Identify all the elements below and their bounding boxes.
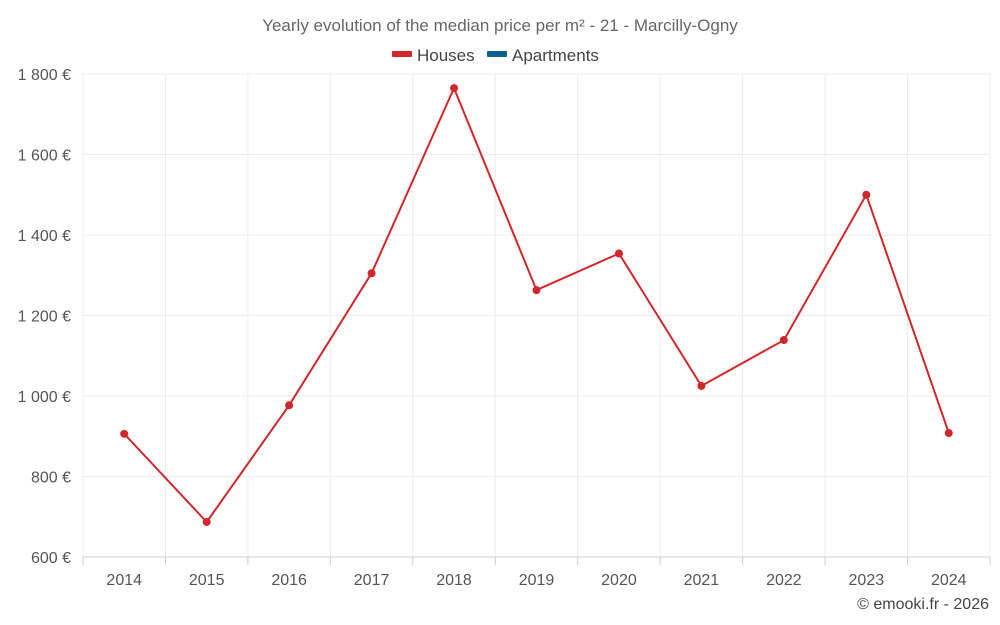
legend-swatch-houses — [392, 51, 412, 57]
data-point-houses — [614, 249, 623, 258]
y-axis: 600 € 800 € 1 000 € 1 200 € 1 400 € 1 600 € 1 … — [18, 67, 71, 567]
x-tick-label: 2019 — [519, 572, 555, 589]
x-tick-label: 2020 — [601, 572, 637, 589]
y-tick-label: 1 400 € — [18, 228, 71, 245]
credit-text: © emooki.fr - 2026 — [857, 596, 989, 613]
data-point-houses — [120, 429, 129, 438]
x-tick-label: 2018 — [436, 572, 472, 589]
legend-swatch-apartments — [487, 51, 507, 57]
data-point-houses — [862, 190, 871, 199]
data-point-houses — [697, 381, 706, 390]
x-tick-label: 2021 — [684, 572, 720, 589]
series-houses — [120, 84, 953, 526]
y-tick-label: 800 € — [31, 470, 71, 487]
y-tick-label: 1 000 € — [18, 389, 71, 406]
legend-label-apartments: Apartments — [512, 46, 599, 65]
legend-label-houses: Houses — [417, 46, 475, 65]
x-tick-label: 2017 — [354, 572, 390, 589]
y-tick-label: 600 € — [31, 550, 71, 567]
x-tick-label: 2016 — [271, 572, 307, 589]
x-tick-label: 2022 — [766, 572, 802, 589]
x-tick-label: 2023 — [849, 572, 885, 589]
legend-item-houses[interactable]: Houses — [392, 46, 475, 65]
data-point-houses — [367, 269, 376, 278]
y-tick-label: 1 600 € — [18, 148, 71, 165]
data-point-houses — [202, 517, 211, 526]
legend-item-apartments[interactable]: Apartments — [487, 46, 599, 65]
data-point-houses — [450, 84, 459, 93]
x-tick-label: 2015 — [189, 572, 225, 589]
data-point-houses — [944, 429, 953, 438]
x-tick-label: 2024 — [931, 572, 967, 589]
grid — [82, 73, 991, 557]
data-point-houses — [532, 286, 541, 295]
x-axis: 2014 2015 2016 2017 2018 2019 2020 2021 2022 2023… — [82, 556, 991, 589]
data-point-houses — [285, 401, 294, 410]
y-tick-label: 1 800 € — [18, 67, 71, 84]
legend: Houses Apartments — [392, 46, 599, 65]
chart-title: Yearly evolution of the median price per… — [262, 16, 738, 35]
x-tick-label: 2014 — [106, 572, 142, 589]
y-tick-label: 1 200 € — [18, 309, 71, 326]
data-point-houses — [779, 336, 788, 345]
